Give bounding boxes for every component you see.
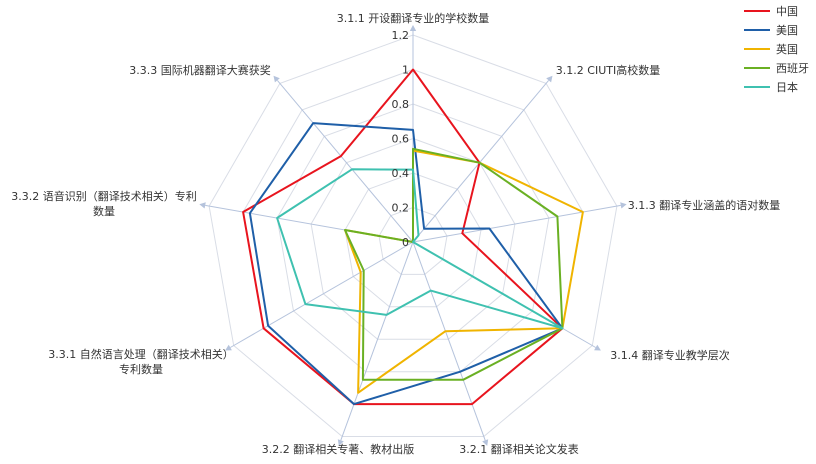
legend-label: 美国 bbox=[776, 24, 798, 37]
axis-arrow bbox=[199, 202, 206, 209]
axis-arrow bbox=[546, 75, 553, 83]
axis-spoke bbox=[340, 241, 414, 441]
grid-ring bbox=[344, 172, 482, 308]
grid-ring bbox=[208, 34, 618, 437]
axis-label-line: 3.1.3 翻译专业涵盖的语对数量 bbox=[628, 198, 781, 212]
axis-label-line: 3.2.1 翻译相关论文发表 bbox=[459, 442, 579, 456]
tick-label: 0.2 bbox=[392, 202, 410, 215]
series-line-4 bbox=[276, 168, 564, 330]
tick-label: 1.2 bbox=[392, 29, 410, 42]
axis-arrow bbox=[409, 25, 417, 31]
axis-arrow bbox=[225, 344, 232, 351]
axis-arrow bbox=[620, 202, 627, 209]
axis-label-line: 3.3.1 自然语言处理（翻译技术相关） bbox=[48, 347, 233, 361]
axis-arrow bbox=[337, 439, 344, 446]
axis-label: 3.3.1 自然语言处理（翻译技术相关）专利数量 bbox=[48, 347, 233, 376]
axis-label-line: 数量 bbox=[93, 205, 115, 218]
axis-label: 3.1.2 CIUTI高校数量 bbox=[556, 63, 660, 77]
axis-spoke bbox=[412, 241, 486, 441]
axis-spoke bbox=[230, 241, 414, 348]
tick-label: 0.8 bbox=[392, 98, 410, 111]
tick-label: 0.4 bbox=[392, 167, 410, 180]
tick-label: 0 bbox=[402, 236, 409, 249]
series-line-3 bbox=[344, 147, 564, 381]
axis-label: 3.1.1 开设翻译专业的学校数量 bbox=[337, 11, 490, 25]
axis-label-line: 3.1.4 翻译专业教学层次 bbox=[610, 348, 730, 362]
axis-label-line: 3.1.2 CIUTI高校数量 bbox=[556, 63, 660, 77]
radar-series bbox=[242, 68, 584, 406]
series-line-0 bbox=[242, 68, 564, 406]
legend-label: 西班牙 bbox=[776, 62, 809, 75]
grid-ring bbox=[378, 206, 448, 275]
legend-label: 英国 bbox=[776, 42, 798, 56]
axis-spoke bbox=[412, 80, 549, 243]
tick-label: 1 bbox=[402, 64, 409, 77]
series-line-1 bbox=[248, 122, 564, 406]
axis-label: 3.1.4 翻译专业教学层次 bbox=[610, 348, 730, 362]
axis-spoke bbox=[412, 204, 621, 243]
axis-label-line: 3.1.1 开设翻译专业的学校数量 bbox=[337, 11, 490, 25]
axis-label-line: 专利数量 bbox=[119, 362, 163, 376]
axis-label: 3.2.2 翻译相关专著、教材出版 bbox=[262, 442, 415, 456]
tick-label: 0.6 bbox=[392, 133, 410, 146]
axis-arrow bbox=[273, 75, 280, 83]
axis-label: 3.3.2 语音识别（翻译技术相关）专利数量 bbox=[11, 189, 196, 218]
axis-label: 3.3.3 国际机器翻译大赛获奖 bbox=[129, 63, 271, 77]
axis-label: 3.1.3 翻译专业涵盖的语对数量 bbox=[628, 198, 781, 212]
axis-label-line: 3.3.2 语音识别（翻译技术相关）专利 bbox=[11, 189, 196, 203]
radar-ticks: 0 0.2 0.4 0.6 0.8 1 1.2 bbox=[392, 29, 410, 249]
grid-ring bbox=[310, 137, 516, 340]
legend-label: 日本 bbox=[776, 80, 798, 94]
axis-spoke bbox=[277, 80, 414, 243]
axis-label-line: 3.2.2 翻译相关专著、教材出版 bbox=[262, 442, 415, 456]
axis-label: 3.2.1 翻译相关论文发表 bbox=[459, 442, 579, 456]
axis-arrow bbox=[594, 344, 601, 351]
axis-arrow bbox=[482, 439, 489, 446]
axis-label-line: 3.3.3 国际机器翻译大赛获奖 bbox=[129, 63, 271, 77]
legend-label: 中国 bbox=[776, 5, 798, 18]
grid-ring bbox=[276, 103, 550, 373]
radar-axis-labels: 3.1.1 开设翻译专业的学校数量 3.1.2 CIUTI高校数量 3.1.3 翻译… bbox=[11, 11, 780, 456]
